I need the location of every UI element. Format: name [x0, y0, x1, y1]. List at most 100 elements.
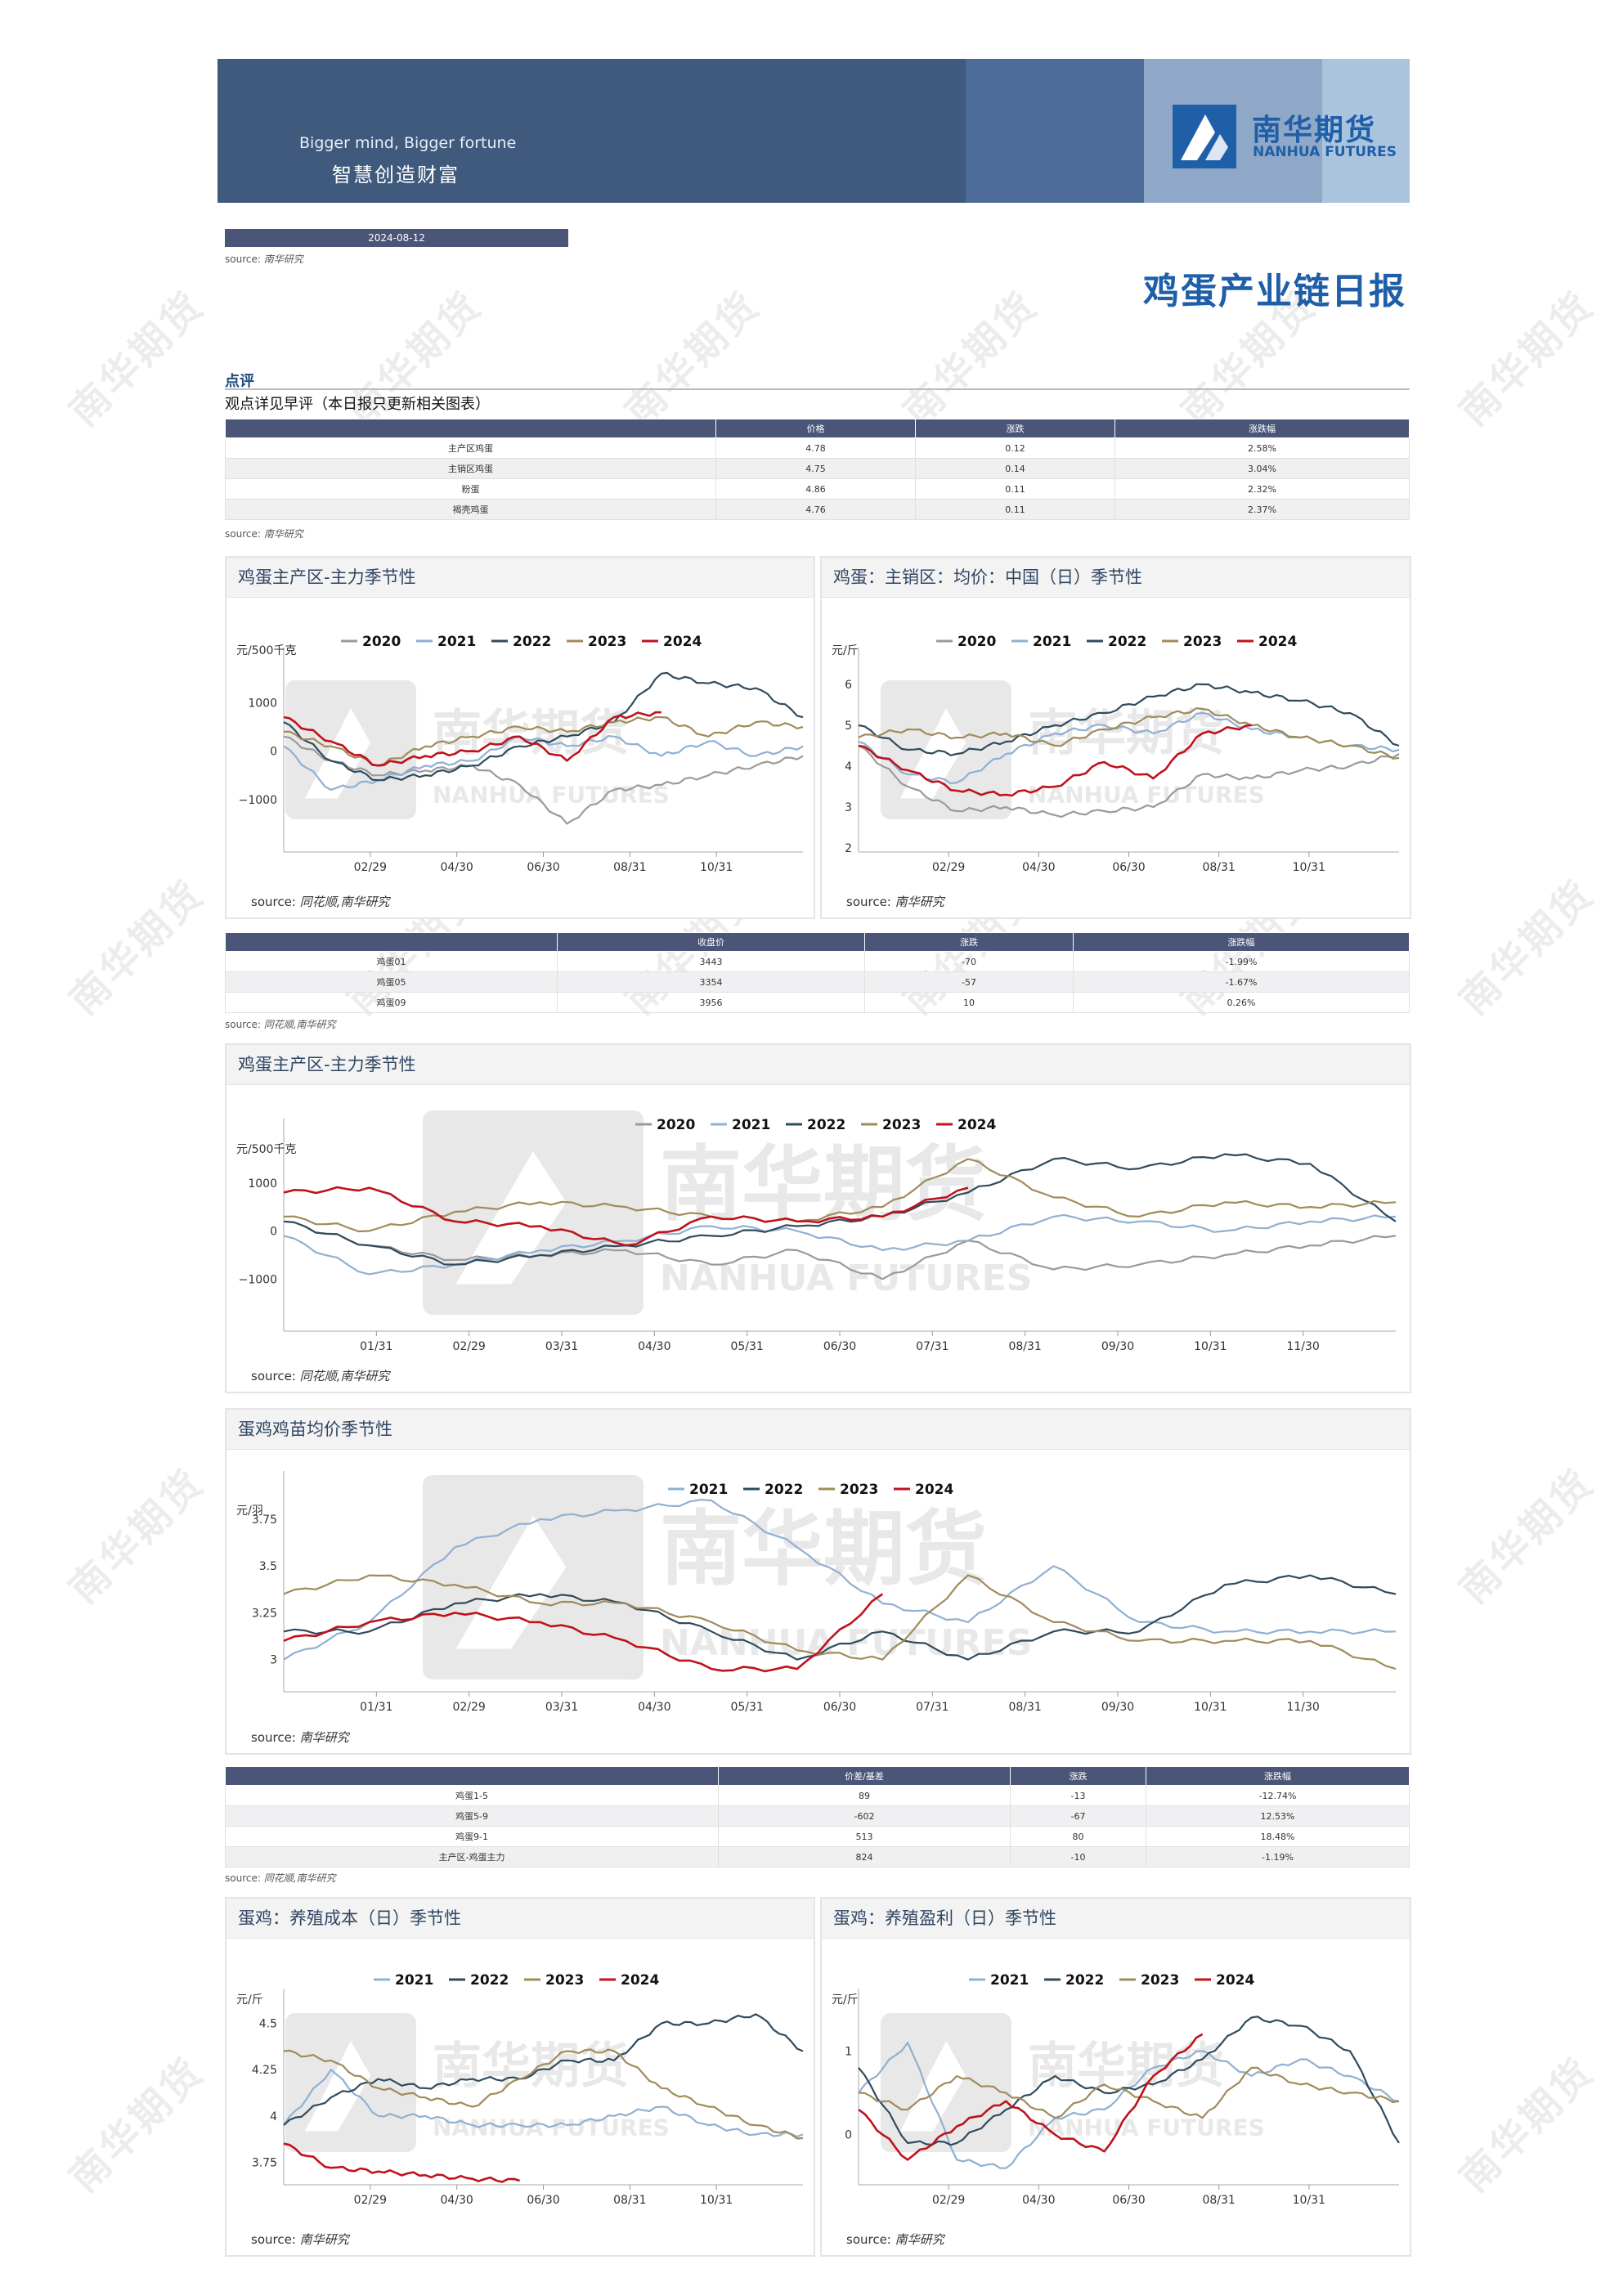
x-tick-label: 09/30: [1101, 1340, 1134, 1353]
x-tick-label: 09/30: [1101, 1701, 1134, 1714]
x-tick-label: 08/31: [1008, 1701, 1041, 1714]
legend-label: 2022: [513, 634, 551, 650]
x-tick-label: 02/29: [354, 2194, 387, 2207]
legend-label: 2023: [882, 1117, 921, 1133]
series-line-2024: [858, 2033, 1204, 2161]
x-tick-label: 08/31: [1008, 1340, 1041, 1353]
table-cell: -70: [864, 951, 1074, 972]
series-line-2023: [283, 1574, 1397, 1670]
table-cell: 18.48%: [1146, 1826, 1410, 1847]
table-cell: 0.14: [915, 458, 1115, 479]
x-tick-label: 11/30: [1286, 1340, 1319, 1353]
banner-tagline-zh: 智慧创造财富: [332, 164, 460, 186]
series-line-2023: [858, 2066, 1400, 2119]
x-tick-label: 04/30: [440, 2194, 473, 2207]
table-header-cell: 涨跌: [915, 419, 1115, 438]
table-row: 主产区鸡蛋 4.78 0.12 2.58%: [225, 437, 1410, 459]
table-cell: 2.32%: [1114, 478, 1410, 500]
table-cell: 0.11: [915, 499, 1115, 520]
chart-title: 鸡蛋主产区-主力季节性: [226, 1045, 1410, 1085]
table-cell: 鸡蛋1-5: [225, 1785, 719, 1806]
chart-title: 鸡蛋：主销区：均价：中国（日）季节性: [822, 558, 1410, 598]
table-cell: 0.26%: [1073, 992, 1410, 1013]
table-header-cell: 涨跌: [1010, 1766, 1146, 1786]
legend-label: 2023: [840, 1482, 878, 1498]
chart-source: source: 南华研究: [251, 2232, 349, 2247]
x-tick-label: 11/30: [1286, 1701, 1319, 1714]
y-tick-label: 1000: [248, 697, 277, 710]
x-tick-label: 04/30: [1022, 861, 1055, 874]
table-cell: 3.04%: [1114, 458, 1410, 479]
section-label: 点评: [225, 373, 254, 390]
table-row: 主产区-鸡蛋主力 824 -10 -1.19%: [225, 1846, 1410, 1868]
table-cell: 10: [864, 992, 1074, 1013]
x-tick-label: 01/31: [360, 1701, 392, 1714]
chart-source: source: 同花顺,南华研究: [251, 1369, 390, 1383]
nanhua-logo-icon: [1173, 105, 1236, 168]
table-row: 鸡蛋1-5 89 -13 -12.74%: [225, 1785, 1410, 1806]
table-cell: -1.99%: [1073, 951, 1410, 972]
y-axis-label: 元/斤: [832, 644, 859, 657]
source-note: source: 同花顺,南华研究: [225, 1019, 336, 1030]
watermark-text: 南华期货: [61, 2048, 213, 2201]
watermark-text: 南华期货: [61, 871, 213, 1024]
chart-source: source: 同花顺,南华研究: [251, 895, 390, 909]
x-tick-label: 10/31: [1293, 2194, 1325, 2207]
series-line-2024: [858, 724, 1252, 797]
y-tick-label: −1000: [239, 1273, 277, 1286]
x-tick-label: 08/31: [1202, 861, 1235, 874]
table-cell: 鸡蛋9-1: [225, 1826, 719, 1847]
chart-watermark-text-en: NANHUA FUTURES: [1028, 782, 1265, 809]
logo-name: 南华期货: [1252, 114, 1377, 147]
watermark-text: 南华期货: [1451, 871, 1603, 1024]
table-cell: -12.74%: [1146, 1785, 1410, 1806]
chart-watermark-text: 南华期货: [1028, 2038, 1224, 2095]
chart-title: 鸡蛋主产区-主力季节性: [226, 558, 814, 598]
legend-label: 2022: [807, 1117, 845, 1133]
x-tick-label: 06/30: [823, 1701, 856, 1714]
x-tick-label: 06/30: [1112, 2194, 1145, 2207]
watermark-text: 南华期货: [1451, 1460, 1603, 1612]
legend-label: 2023: [1183, 634, 1222, 650]
x-tick-label: 02/29: [452, 1701, 485, 1714]
series-line-2023: [283, 1158, 1397, 1233]
chart-watermark-text: 南华期货: [1028, 705, 1224, 762]
chart-panel-chick-price: 蛋鸡鸡苗均价季节性 南华期货 NANHUA FUTURES 元/羽 3.75 3.5 3.…: [225, 1408, 1411, 1755]
series-line-2021: [283, 2069, 804, 2138]
table-cell: 824: [718, 1846, 1011, 1868]
x-tick-label: 10/31: [700, 861, 733, 874]
table-cell: 0.11: [915, 478, 1115, 500]
table-header-cell: [225, 1766, 719, 1786]
chart-watermark-text-en: NANHUA FUTURES: [433, 782, 670, 809]
comment-text: 观点详见早评（本日报只更新相关图表）: [225, 396, 490, 413]
banner-stripe: [1322, 59, 1410, 203]
table-cell: 鸡蛋5-9: [225, 1805, 719, 1827]
y-tick-label: 0: [845, 2129, 852, 2142]
x-tick-label: 02/29: [452, 1340, 485, 1353]
table-cell: -1.19%: [1146, 1846, 1410, 1868]
legend-label: 2024: [1216, 1972, 1254, 1989]
x-tick-label: 08/31: [1202, 2194, 1235, 2207]
watermark-text: 南华期货: [895, 282, 1047, 435]
table-cell: 4.75: [715, 458, 916, 479]
table-header-row: 收盘价 涨跌 涨跌幅: [225, 932, 1410, 952]
legend-label: 2022: [765, 1482, 803, 1498]
table-cell: -57: [864, 971, 1074, 993]
y-tick-label: 3.5: [259, 1560, 277, 1573]
chart-watermark-text: 南华期货: [660, 1501, 987, 1597]
table-cell: -13: [1010, 1785, 1146, 1806]
table-cell: 3443: [557, 951, 865, 972]
table-cell: -10: [1010, 1846, 1146, 1868]
spot-price-table: 价格 涨跌 涨跌幅 主产区鸡蛋 4.78 0.12 2.58% 主销区鸡蛋 4.75 0.14 3…: [225, 419, 1410, 520]
series-line-2023: [858, 707, 1400, 760]
y-tick-label: 3: [845, 801, 852, 814]
x-tick-label: 06/30: [527, 861, 559, 874]
x-tick-label: 02/29: [932, 2194, 965, 2207]
table-header-cell: 涨跌幅: [1146, 1766, 1410, 1786]
table-cell: 褐壳鸡蛋: [225, 499, 716, 520]
series-line-2024: [283, 2142, 520, 2183]
y-tick-label: 0: [270, 1226, 277, 1239]
x-tick-label: 04/30: [638, 1340, 670, 1353]
chart-panel-breeding-cost: 蛋鸡：养殖成本（日）季节性 南华期货 NANHUA FUTURES 元/斤 4.5 4.…: [225, 1897, 815, 2257]
